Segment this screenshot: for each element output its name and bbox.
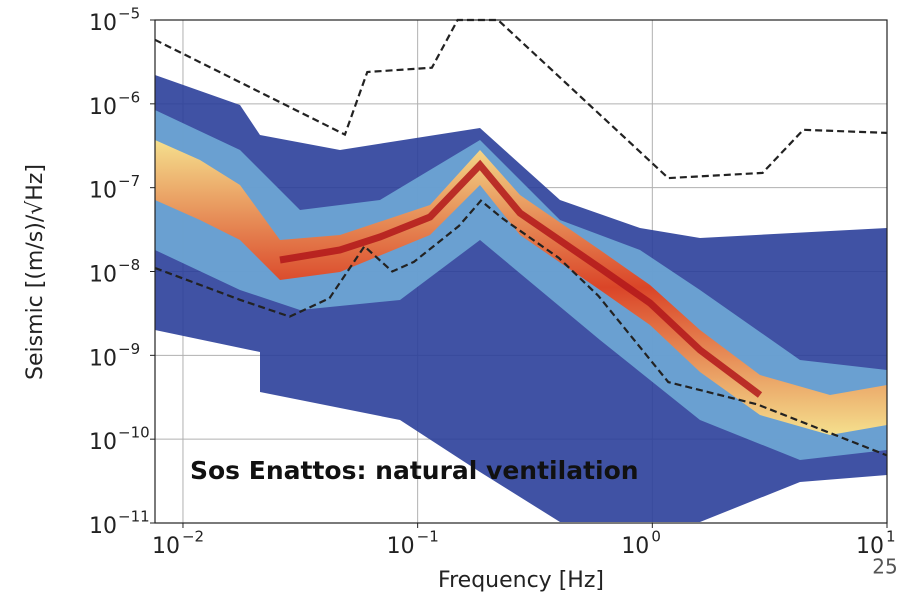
y-tick-label: 10 (89, 514, 117, 539)
y-tick-exponent: −8 (118, 256, 140, 274)
x-tick-label: 10 (387, 534, 415, 559)
heat-band-outer (155, 75, 887, 522)
y-tick-label: 10 (89, 11, 117, 36)
y-tick-label: 10 (89, 179, 117, 204)
y-tick-label: 10 (89, 346, 117, 371)
y-tick-exponent: −9 (118, 340, 140, 358)
annotation: Sos Enattos: natural ventilation (190, 456, 639, 485)
dashed-curve (154, 18, 888, 180)
x-axis-label: Frequency [Hz] (438, 568, 604, 593)
x-tick-exponent: 1 (886, 528, 896, 546)
page-number: 25 (872, 555, 897, 579)
y-tick-exponent: −10 (118, 424, 150, 442)
heat-ridge (279, 159, 763, 398)
y-tick-exponent: −7 (118, 172, 140, 190)
y-axis-label: Seismic [(m/s)/√Hz] (23, 164, 48, 380)
x-tick-label: 10 (856, 534, 884, 559)
y-tick-exponent: −5 (118, 5, 140, 23)
x-tick-exponent: −2 (182, 528, 204, 546)
density-heatmap (155, 75, 887, 522)
x-tick-exponent: 0 (651, 528, 661, 546)
x-tick-label: 10 (621, 534, 649, 559)
y-tick-exponent: −11 (118, 508, 150, 526)
dashed-curve (154, 199, 888, 457)
x-tick-exponent: −1 (417, 528, 439, 546)
heat-band-inner (155, 140, 887, 435)
y-tick-label: 10 (89, 263, 117, 288)
y-tick-label: 10 (89, 430, 117, 455)
y-tick-exponent: −6 (118, 88, 140, 106)
y-tick-label: 10 (89, 95, 117, 120)
x-tick-label: 10 (152, 534, 180, 559)
